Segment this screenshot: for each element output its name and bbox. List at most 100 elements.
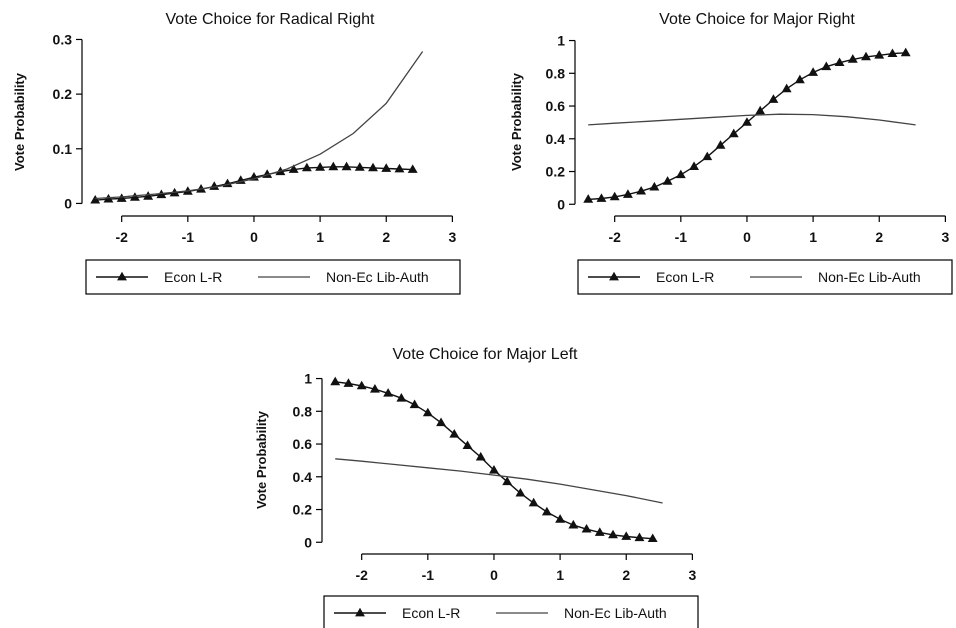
- legend-label-non-ec-lib-auth: Non-Ec Lib-Auth: [818, 269, 921, 285]
- series-line-econ-l-r: [335, 381, 653, 540]
- data-point-marker: [383, 388, 394, 397]
- legend: Econ L-R Non-Ec Lib-Auth: [85, 259, 461, 295]
- data-point-marker: [647, 533, 658, 543]
- data-point-marker: [381, 163, 392, 172]
- chart-title: Vote Choice for Radical Right: [166, 11, 376, 28]
- y-tick-label: 1: [304, 371, 312, 387]
- data-point-marker: [541, 506, 552, 516]
- x-tick-label: -2: [115, 229, 128, 245]
- legend-label-non-ec-lib-auth: Non-Ec Lib-Auth: [564, 605, 667, 621]
- data-point-marker: [328, 161, 339, 171]
- legend-marker-triangle: [609, 271, 619, 281]
- data-point-marker: [634, 532, 645, 542]
- data-point-marker: [288, 164, 299, 173]
- x-tick-label: 2: [875, 229, 883, 245]
- data-point-marker: [528, 497, 539, 507]
- legend-label-econ-l-r: Econ L-R: [656, 269, 714, 285]
- data-point-marker: [594, 527, 605, 536]
- legend-box: [323, 595, 699, 628]
- data-point-marker: [409, 399, 420, 409]
- data-point-marker: [502, 476, 513, 486]
- x-tick-label: 1: [809, 229, 817, 245]
- y-tick-label: 0: [64, 195, 72, 211]
- x-tick-label: 0: [490, 567, 498, 583]
- chart-panel-1: Vote Choice for Radical Right Vote Probab…: [12, 11, 461, 295]
- x-tick-label: 3: [448, 229, 456, 245]
- y-tick-label: 0: [557, 196, 565, 212]
- data-point-marker: [583, 194, 594, 203]
- data-point-marker: [622, 189, 633, 198]
- chart-title: Vote Choice for Major Right: [659, 11, 855, 28]
- y-tick-label: 0.2: [293, 502, 313, 518]
- y-tick-label: 0: [304, 534, 312, 550]
- legend: Econ L-R Non-Ec Lib-Auth: [577, 259, 953, 295]
- legend-marker-triangle: [355, 607, 365, 617]
- data-point-marker: [396, 392, 407, 402]
- data-point-marker: [847, 54, 858, 63]
- y-tick-label: 0.4: [293, 469, 313, 485]
- data-point-marker: [475, 451, 486, 461]
- data-point-marker: [887, 48, 898, 58]
- x-tick-label: 0: [743, 229, 751, 245]
- chart-panel-2: Vote Choice for Major Right Vote Probabil…: [509, 11, 953, 295]
- data-point-marker: [821, 61, 832, 71]
- y-axis-label: Vote Probability: [509, 72, 524, 171]
- data-point-marker: [794, 74, 805, 84]
- data-point-marker: [755, 105, 766, 115]
- data-point-marker: [649, 181, 660, 191]
- y-axis-label: Vote Probability: [254, 410, 269, 509]
- data-point-marker: [636, 185, 647, 195]
- series-line-non-ec-lib-auth: [588, 113, 916, 126]
- x-tick-label: 2: [382, 229, 390, 245]
- x-tick-label: 0: [250, 229, 258, 245]
- data-point-marker: [330, 376, 341, 386]
- legend-label-econ-l-r: Econ L-R: [402, 605, 460, 621]
- y-tick-label: 0.8: [546, 65, 566, 81]
- y-tick-label: 0.3: [53, 31, 73, 47]
- data-point-marker: [621, 531, 632, 540]
- y-tick-label: 0.2: [53, 86, 73, 102]
- y-tick-label: 0.4: [546, 131, 566, 147]
- data-point-marker: [596, 193, 607, 202]
- data-point-marker: [422, 407, 433, 417]
- x-tick-label: -1: [182, 229, 195, 245]
- chart-title: Vote Choice for Major Left: [393, 346, 579, 363]
- data-point-marker: [768, 94, 779, 103]
- data-point-marker: [702, 151, 713, 161]
- data-point-marker: [315, 162, 326, 171]
- y-tick-label: 1: [557, 33, 565, 49]
- data-point-marker: [301, 162, 312, 172]
- data-point-marker: [662, 176, 673, 185]
- series-line-econ-l-r: [588, 52, 906, 201]
- x-tick-label: 2: [622, 567, 630, 583]
- data-point-marker: [808, 67, 819, 76]
- y-tick-label: 0.1: [53, 141, 73, 157]
- data-point-marker: [728, 128, 739, 138]
- data-point-marker: [900, 47, 911, 57]
- data-point-marker: [368, 162, 378, 172]
- chart-panel-3: Vote Choice for Major Left Vote Probabili…: [254, 346, 699, 628]
- x-tick-label: 3: [941, 229, 949, 245]
- data-point-marker: [369, 383, 380, 393]
- y-tick-label: 0.6: [293, 436, 313, 452]
- legend-label-econ-l-r: Econ L-R: [164, 269, 222, 285]
- data-point-marker: [834, 57, 845, 67]
- data-point-marker: [489, 465, 499, 474]
- data-point-marker: [116, 193, 127, 202]
- data-point-marker: [129, 192, 140, 201]
- data-point-marker: [449, 429, 460, 438]
- data-point-marker: [781, 83, 792, 93]
- data-point-marker: [90, 194, 101, 204]
- data-point-marker: [568, 519, 579, 529]
- data-point-marker: [343, 378, 354, 387]
- data-point-marker: [742, 117, 752, 126]
- series-line-non-ec-lib-auth: [335, 458, 663, 504]
- x-tick-label: -2: [608, 229, 621, 245]
- data-point-marker: [436, 417, 446, 427]
- legend-marker-triangle: [117, 271, 127, 281]
- legend: Econ L-R Non-Ec Lib-Auth: [323, 595, 699, 628]
- x-tick-label: -1: [422, 567, 435, 583]
- data-point-marker: [407, 164, 418, 173]
- data-point-marker: [354, 162, 365, 171]
